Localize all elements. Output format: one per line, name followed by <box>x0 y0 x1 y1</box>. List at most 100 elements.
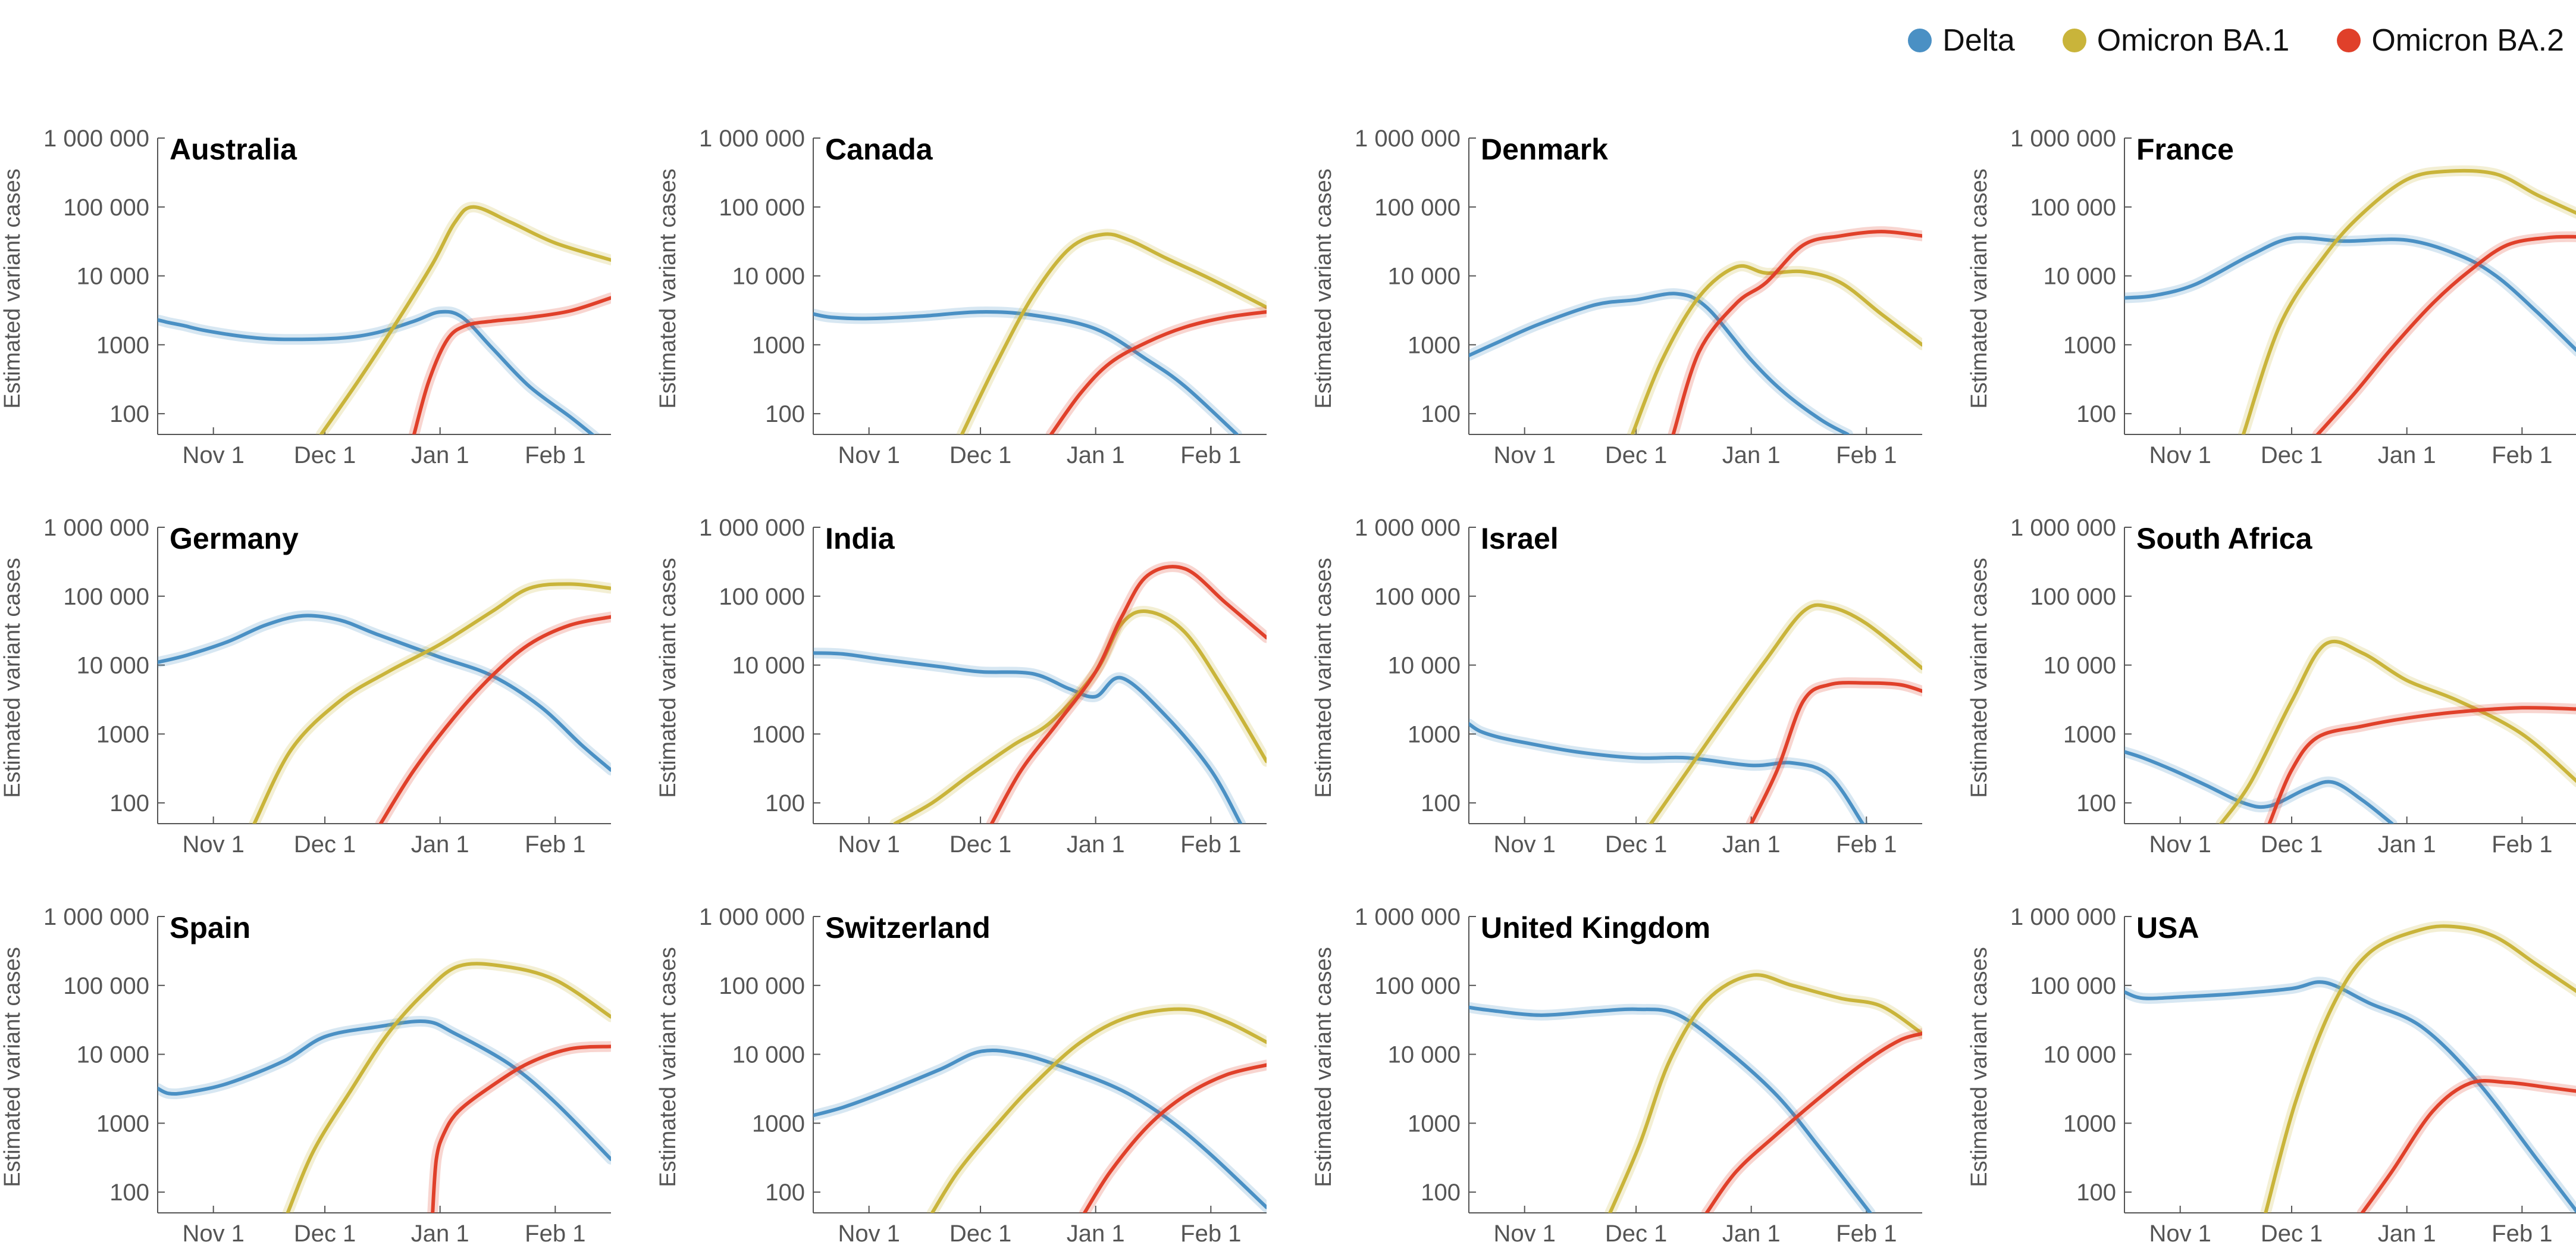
series-omicron-ba-2-line <box>2315 234 2576 434</box>
x-tick-label: Feb 1 <box>1836 1221 1897 1245</box>
series-group <box>2124 921 2576 1213</box>
panel-title: USA <box>2136 911 2199 944</box>
series-group <box>2124 165 2576 434</box>
series-group <box>1469 226 1922 434</box>
x-tick-label: Feb 1 <box>1836 831 1897 858</box>
panel-spain: 1 000 000 100 000 10 000 1000 100 Nov 1 Dec 1 J… <box>0 904 611 1245</box>
y-tick-label: 1000 <box>96 332 149 358</box>
series-omicron-ba-1-band <box>2260 921 2576 1213</box>
x-tick-label: Dec 1 <box>2261 1221 2323 1245</box>
y-axis-label: Estimated variant cases <box>1311 947 1336 1187</box>
series-omicron-ba-2-line <box>1083 1063 1267 1213</box>
y-tick-label: 1000 <box>752 1111 805 1137</box>
y-tick-label: 1000 <box>96 1111 149 1137</box>
y-tick-label: 100 <box>765 790 805 817</box>
y-tick-label: 10 000 <box>732 1042 805 1068</box>
panel-title: Denmark <box>1481 133 1608 166</box>
x-tick-label: Feb 1 <box>525 442 585 468</box>
x-tick-label: Dec 1 <box>2261 831 2323 858</box>
series-omicron-ba-2-line <box>378 615 611 824</box>
x-tick-label: Jan 1 <box>1067 1221 1125 1245</box>
x-tick-label: Jan 1 <box>411 831 469 858</box>
series-omicron-ba-2-line <box>1049 310 1267 434</box>
x-tick-label: Feb 1 <box>1180 442 1241 468</box>
series-delta-line <box>813 1049 1267 1209</box>
panel-title: Germany <box>170 522 299 555</box>
panel-title: United Kingdom <box>1481 911 1710 944</box>
series-delta-line <box>2124 236 2576 352</box>
x-tick-label: Dec 1 <box>294 831 356 858</box>
panel-title: Australia <box>170 133 297 166</box>
series-group <box>158 201 611 434</box>
x-tick-label: Nov 1 <box>2149 831 2211 858</box>
x-tick-label: Jan 1 <box>411 1221 469 1245</box>
x-tick-label: Nov 1 <box>182 831 245 858</box>
y-tick-label: 1000 <box>2063 1111 2116 1137</box>
panel-title: South Africa <box>2136 522 2313 555</box>
panel-australia: 1 000 000 100 000 10 000 1000 100 Nov 1 Dec 1 J… <box>0 126 611 468</box>
series-omicron-ba-1-line <box>2264 924 2576 1213</box>
y-tick-label: 100 <box>1421 790 1461 817</box>
y-axis-label: Estimated variant cases <box>1967 947 1992 1187</box>
series-omicron-ba-2-band <box>2312 231 2576 434</box>
x-tick-label: Dec 1 <box>949 442 1012 468</box>
x-tick-label: Jan 1 <box>1067 831 1125 858</box>
series-omicron-ba-2-line <box>412 296 611 434</box>
panel-united-kingdom: 1 000 000 100 000 10 000 1000 100 Nov 1 Dec 1 J… <box>1311 904 1922 1245</box>
y-tick-label: 100 <box>765 1180 805 1206</box>
y-axis-label: Estimated variant cases <box>656 168 681 408</box>
y-tick-label: 10 000 <box>2044 264 2116 290</box>
series-omicron-ba-1-band <box>282 958 611 1213</box>
x-tick-label: Dec 1 <box>294 1221 356 1245</box>
panel-canada: 1 000 000 100 000 10 000 1000 100 Nov 1 Dec 1 J… <box>656 126 1267 468</box>
series-delta-line <box>813 310 1239 434</box>
legend-label-omicron-ba1: Omicron BA.1 <box>2096 23 2290 58</box>
y-tick-label: 1 000 000 <box>699 515 805 541</box>
y-tick-label: 100 000 <box>719 584 805 610</box>
series-omicron-ba-2-band <box>2264 702 2576 824</box>
x-tick-label: Nov 1 <box>2149 442 2211 468</box>
y-tick-label: 100 000 <box>2030 584 2116 610</box>
x-tick-label: Jan 1 <box>1722 831 1781 858</box>
x-tick-label: Nov 1 <box>838 1221 900 1245</box>
y-tick-label: 1 000 000 <box>2010 515 2116 541</box>
y-tick-label: 1 000 000 <box>43 904 149 930</box>
series-omicron-ba-1-line <box>2219 639 2576 824</box>
series-omicron-ba-1-line <box>2241 168 2576 434</box>
y-axis-label: Estimated variant cases <box>656 947 681 1187</box>
y-tick-label: 100 000 <box>63 195 149 221</box>
legend-item-omicron-ba1: Omicron BA.1 <box>2062 23 2290 58</box>
y-tick-label: 100 <box>109 1180 149 1206</box>
series-omicron-ba-1-line <box>930 1007 1267 1213</box>
series-omicron-ba-2-band <box>2356 1075 2576 1213</box>
y-tick-label: 1000 <box>96 721 149 747</box>
y-tick-label: 100 000 <box>63 584 149 610</box>
series-group <box>1469 599 1922 824</box>
series-omicron-ba-2-line <box>1704 1031 1922 1213</box>
series-omicron-ba-1-line <box>252 582 611 824</box>
series-delta-band <box>2124 977 2576 1213</box>
series-omicron-ba-2-line <box>2267 706 2576 824</box>
y-tick-label: 1000 <box>1408 1111 1461 1137</box>
y-tick-label: 100 000 <box>1374 973 1461 999</box>
legend-item-omicron-ba2: Omicron BA.2 <box>2337 23 2564 58</box>
y-axis-label: Estimated variant cases <box>1311 168 1336 408</box>
y-tick-label: 100 <box>2076 1180 2116 1206</box>
series-omicron-ba-1-line <box>319 205 611 434</box>
panel-india: 1 000 000 100 000 10 000 1000 100 Nov 1 Dec 1 J… <box>656 515 1267 858</box>
legend-label-delta: Delta <box>1942 23 2015 58</box>
x-tick-label: Jan 1 <box>2378 1221 2436 1245</box>
series-delta-band <box>2124 232 2576 357</box>
x-tick-label: Dec 1 <box>949 831 1012 858</box>
x-tick-label: Nov 1 <box>1493 442 1556 468</box>
y-tick-label: 100 <box>109 401 149 427</box>
series-omicron-ba-1-band <box>889 606 1267 824</box>
y-tick-label: 1 000 000 <box>43 126 149 152</box>
series-delta-line <box>158 614 611 772</box>
legend-marker-omicron-ba1 <box>2062 29 2086 52</box>
x-tick-label: Dec 1 <box>2261 442 2323 468</box>
y-tick-label: 1 000 000 <box>699 126 805 152</box>
y-tick-label: 1 000 000 <box>2010 904 2116 930</box>
x-tick-label: Nov 1 <box>838 442 900 468</box>
legend-marker-delta <box>1908 29 1932 52</box>
